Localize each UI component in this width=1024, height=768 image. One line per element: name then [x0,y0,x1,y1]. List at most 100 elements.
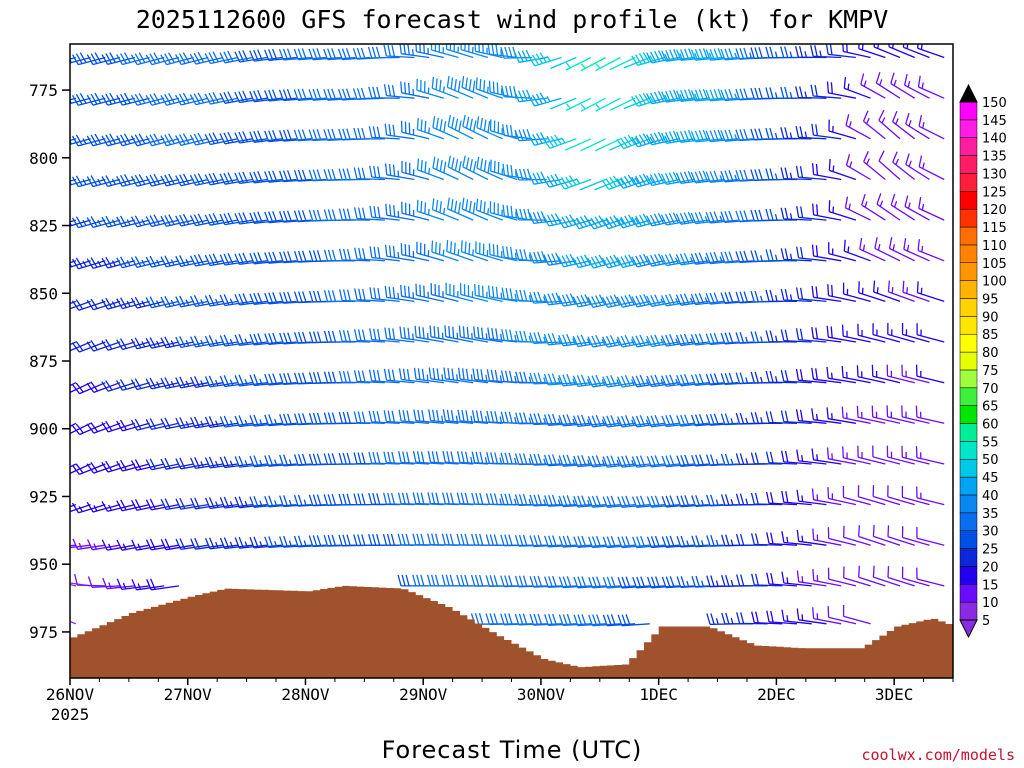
x-tick-label: 26NOV [46,685,95,704]
wind-barb [462,114,489,140]
wind-barb [878,109,901,140]
wind-barb [765,168,798,181]
wind-barb [70,382,91,394]
wind-barb [101,52,135,66]
wind-barb [101,460,135,473]
wind-barb [368,451,400,465]
x-tick-label: 29NOV [399,685,448,704]
wind-barb [308,331,341,344]
wind-barb [765,370,798,384]
wind-barb [384,123,415,140]
wind-barb [475,198,503,221]
wind-barb [456,492,489,506]
wind-barb [446,75,474,99]
wind-barb [617,614,650,627]
wind-barb [565,97,592,112]
colorbar-tick-label: 125 [982,185,1007,200]
wind-barb [476,156,503,181]
wind-barb [751,573,783,587]
wind-barb [145,92,180,106]
wind-barb [116,459,150,472]
wind-barb [580,97,607,112]
wind-barb [550,97,577,110]
wind-barb [706,613,739,626]
wind-barb [101,339,135,351]
wind-barb [595,56,621,72]
wind-barb [461,197,489,221]
wind-barb [383,44,415,59]
wind-barb [130,92,165,106]
wind-barb [383,368,415,384]
colorbar-tick-label: 95 [982,292,999,307]
wind-barb [811,327,842,343]
wind-barb [116,379,150,391]
wind-barb [812,203,842,221]
wind-barb [750,533,783,546]
wind-barb [886,364,915,384]
colorbar-tick-label: 50 [982,453,999,468]
wind-barb [385,203,415,221]
wind-barb [86,257,121,270]
colorbar-segment [959,601,978,621]
colorbar-tick-label: 30 [982,525,999,540]
wind-barb [70,300,77,305]
wind-barb [86,298,121,311]
wind-barb [353,493,385,506]
wind-barb [70,300,91,310]
wind-barb [750,371,783,384]
wind-barb [416,241,444,262]
wind-barb [720,413,753,426]
wind-barb [918,196,945,221]
wind-barb [841,406,871,424]
wind-barb [842,446,871,465]
colorbar-segment [959,458,978,478]
x-tick-label: 1DEC [639,685,678,704]
wind-barb [845,154,871,181]
x-tick-label: 28NOV [281,685,330,704]
wind-barb [888,237,915,262]
wind-barb [780,288,812,303]
wind-barb [446,197,474,221]
wind-barb [917,75,945,99]
wind-barb [905,112,930,140]
wind-barb [735,291,768,304]
credit-link[interactable]: coolwx.com/models [861,746,1015,764]
colorbar-segment [959,155,978,174]
wind-barb [368,534,400,546]
wind-barb [308,453,341,466]
y-tick-label: 875 [29,352,58,371]
wind-barb [918,114,945,140]
wind-barb [903,73,930,99]
wind-barb [514,168,547,181]
wind-barb [71,299,106,311]
wind-barb [901,566,930,587]
wind-barb [826,407,857,424]
wind-barb [101,215,135,228]
wind-barb [780,450,812,465]
wind-barb [353,127,385,140]
wind-barb [101,297,135,310]
wind-barb [338,452,371,465]
wind-barb [71,134,106,147]
wind-barb [293,331,327,344]
wind-barb [476,116,503,140]
wind-barb [827,487,857,506]
wind-barb [447,114,474,140]
wind-barb [70,422,77,428]
wind-barb [308,372,341,384]
wind-barb [384,327,415,343]
wind-barb [399,326,430,343]
wind-barb [400,120,430,140]
wind-barb [528,171,562,185]
wind-barb [735,412,768,425]
wind-barb [765,127,798,140]
wind-barb [842,605,871,625]
wind-barb [721,612,753,625]
colorbar-segment [959,137,978,156]
wind-barb [442,409,474,424]
wind-barb [750,87,783,100]
wind-barb [71,422,106,436]
wind-barb [858,281,886,303]
wind-barb [101,380,135,392]
wind-barb [101,256,135,269]
